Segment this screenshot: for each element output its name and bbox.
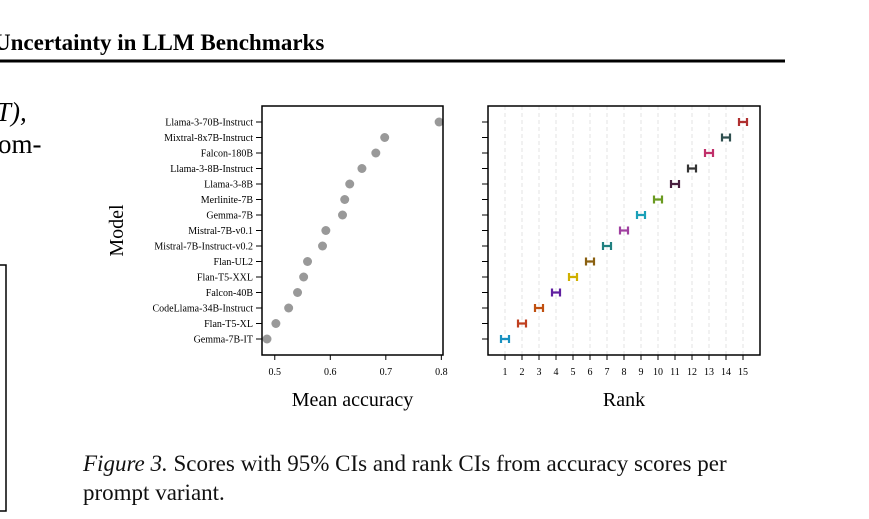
x-tick-label: 15 (738, 367, 748, 378)
x-axis-label: Rank (603, 389, 645, 411)
rank-ci-mark (567, 273, 579, 281)
rank-ci-mark (737, 118, 749, 126)
data-point (318, 241, 328, 251)
rank-ci-mark (686, 164, 698, 173)
x-tick-label: 8 (622, 367, 627, 378)
rank-ci-mark (669, 180, 681, 188)
x-tick-label: 14 (721, 367, 731, 378)
data-point (434, 117, 444, 127)
rank-ci-mark (703, 149, 715, 157)
data-point (357, 164, 367, 173)
y-tick-label: Flan-T5-XXL (197, 273, 253, 284)
x-tick-label: 0.5 (269, 367, 282, 378)
x-axis-label: Mean accuracy (292, 389, 414, 411)
caption-label: Figure 3. (83, 451, 168, 476)
x-tick-label: 1 (503, 367, 508, 378)
data-point (340, 195, 350, 204)
plot-frame (261, 105, 444, 356)
data-point (371, 148, 381, 158)
y-tick-label: Falcon-180B (201, 149, 254, 160)
x-tick-label: 5 (571, 367, 576, 378)
x-tick-label: 0.8 (435, 367, 448, 378)
plot-frame (487, 105, 761, 356)
rank-ci-mark (601, 242, 613, 250)
x-tick-label: 0.6 (324, 367, 337, 378)
running-header: Uncertainty in LLM Benchmarks (0, 30, 324, 55)
x-tick-label: 12 (687, 367, 697, 378)
x-tick-label: 2 (520, 367, 525, 378)
x-tick-label: 13 (704, 367, 714, 378)
rank-ci-mark (635, 211, 647, 219)
y-tick-label: Gemma-7B (206, 211, 253, 222)
y-tick-label: Mistral-7B-v0.1 (188, 226, 253, 237)
rank-ci-mark (533, 304, 545, 312)
x-tick-label: 7 (605, 367, 610, 378)
y-tick-label: Flan-T5-XL (204, 319, 253, 330)
y-tick-label: Llama-3-8B-Instruct (170, 164, 253, 175)
x-tick-label: 11 (670, 367, 680, 378)
y-tick-label: Mixtral-8x7B-Instruct (164, 133, 253, 144)
data-point (303, 257, 313, 266)
rank-ci-mark (499, 335, 511, 343)
figure-caption: Figure 3. Scores with 95% CIs and rank C… (83, 449, 795, 507)
data-point (271, 319, 281, 328)
x-tick-label: 9 (639, 367, 644, 378)
y-tick-label: Llama-3-70B-Instruct (165, 118, 253, 129)
text-fragment: om- (0, 129, 42, 159)
data-point (321, 226, 331, 235)
y-tick-label: Falcon-40B (206, 288, 254, 299)
data-point (338, 210, 348, 220)
caption-text: Scores with 95% CIs and rank CIs from ac… (83, 451, 727, 505)
data-point (293, 288, 303, 297)
data-point (345, 179, 355, 189)
y-tick-label: Gemma-7B-IT (194, 335, 253, 346)
x-tick-label: 6 (588, 367, 593, 378)
rank-ci-mark (516, 319, 528, 328)
data-point (284, 303, 294, 313)
rank-ci-mark (618, 226, 630, 235)
rank-ci-mark (550, 288, 562, 297)
x-tick-label: 3 (537, 367, 542, 378)
rank-ci-mark (720, 133, 732, 142)
y-tick-label: Llama-3-8B (204, 180, 253, 191)
y-tick-label: Merlinite-7B (201, 195, 254, 206)
x-tick-label: 0.7 (380, 367, 393, 378)
y-axis-label: Model (106, 204, 128, 257)
side-box (0, 264, 7, 512)
data-point (262, 334, 272, 344)
data-point (380, 133, 390, 142)
y-tick-label: Flan-UL2 (214, 257, 253, 268)
x-tick-label: 10 (653, 367, 663, 378)
data-point (299, 272, 309, 282)
y-tick-label: Mistral-7B-Instruct-v0.2 (154, 242, 253, 253)
x-tick-label: 4 (554, 367, 559, 378)
rank-ci-mark (584, 257, 596, 266)
rank-ci-mark (652, 195, 664, 204)
text-fragment: T), (0, 97, 27, 127)
y-tick-label: CodeLlama-34B-Instruct (152, 304, 253, 315)
